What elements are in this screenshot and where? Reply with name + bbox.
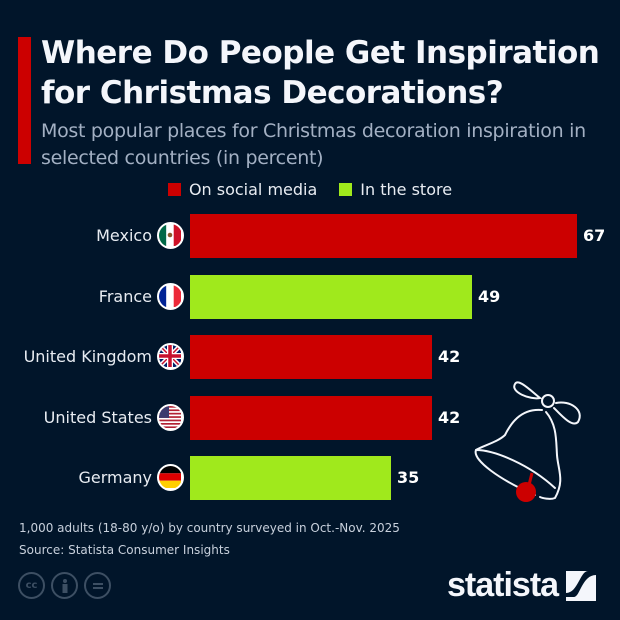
country-label: Germany xyxy=(78,468,152,487)
bar-germany xyxy=(190,456,391,500)
value-label: 42 xyxy=(438,347,461,366)
mexico-flag-icon xyxy=(157,222,184,249)
statista-logo-icon xyxy=(566,570,597,601)
bar-row-united-states: United States 42 xyxy=(0,396,620,440)
footer-note: 1,000 adults (18-80 y/o) by country surv… xyxy=(19,517,400,561)
us-flag-icon xyxy=(157,404,184,431)
statista-logo[interactable]: statista xyxy=(447,566,597,605)
value-label: 67 xyxy=(583,226,606,245)
legend-swatch-social-media xyxy=(167,183,181,196)
bar-row-mexico: Mexico 67 xyxy=(0,214,620,258)
christmas-bell-icon xyxy=(474,381,581,502)
country-label: Mexico xyxy=(96,226,152,245)
bar-united-states xyxy=(190,396,432,440)
bar-united-kingdom xyxy=(190,335,432,379)
value-label: 35 xyxy=(397,468,420,487)
legend-item-social-media: On social media xyxy=(167,180,318,199)
attribution-icon[interactable] xyxy=(51,572,78,599)
survey-note: 1,000 adults (18-80 y/o) by country surv… xyxy=(19,521,400,535)
license-icons: cc xyxy=(18,572,111,599)
country-label: United Kingdom xyxy=(23,347,152,366)
bar-france xyxy=(190,275,472,319)
legend-label: In the store xyxy=(360,180,453,199)
country-label: France xyxy=(98,287,152,306)
country-label: United States xyxy=(43,408,152,427)
statista-logo-text: statista xyxy=(447,566,559,604)
legend-swatch-in-store xyxy=(339,183,353,196)
chart-title: Where Do People Get Inspiration for Chri… xyxy=(41,35,600,111)
no-derivatives-icon[interactable] xyxy=(84,572,111,599)
legend-item-in-store: In the store xyxy=(339,180,452,199)
chart-subtitle: Most popular places for Christmas decora… xyxy=(41,120,586,169)
legend: On social media In the store xyxy=(0,180,620,199)
legend-label: On social media xyxy=(188,180,318,199)
uk-flag-icon xyxy=(157,343,184,370)
source-note: Source: Statista Consumer Insights xyxy=(19,543,230,557)
bar-row-united-kingdom: United Kingdom 42 xyxy=(0,335,620,379)
bar-mexico xyxy=(190,214,577,258)
title-accent-bar xyxy=(18,37,31,164)
germany-flag-icon xyxy=(157,464,184,491)
creative-commons-icon[interactable]: cc xyxy=(18,572,45,599)
france-flag-icon xyxy=(157,283,184,310)
bar-row-germany: Germany 35 xyxy=(0,456,620,500)
value-label: 42 xyxy=(438,408,461,427)
bar-row-france: France 49 xyxy=(0,275,620,319)
value-label: 49 xyxy=(478,287,501,306)
